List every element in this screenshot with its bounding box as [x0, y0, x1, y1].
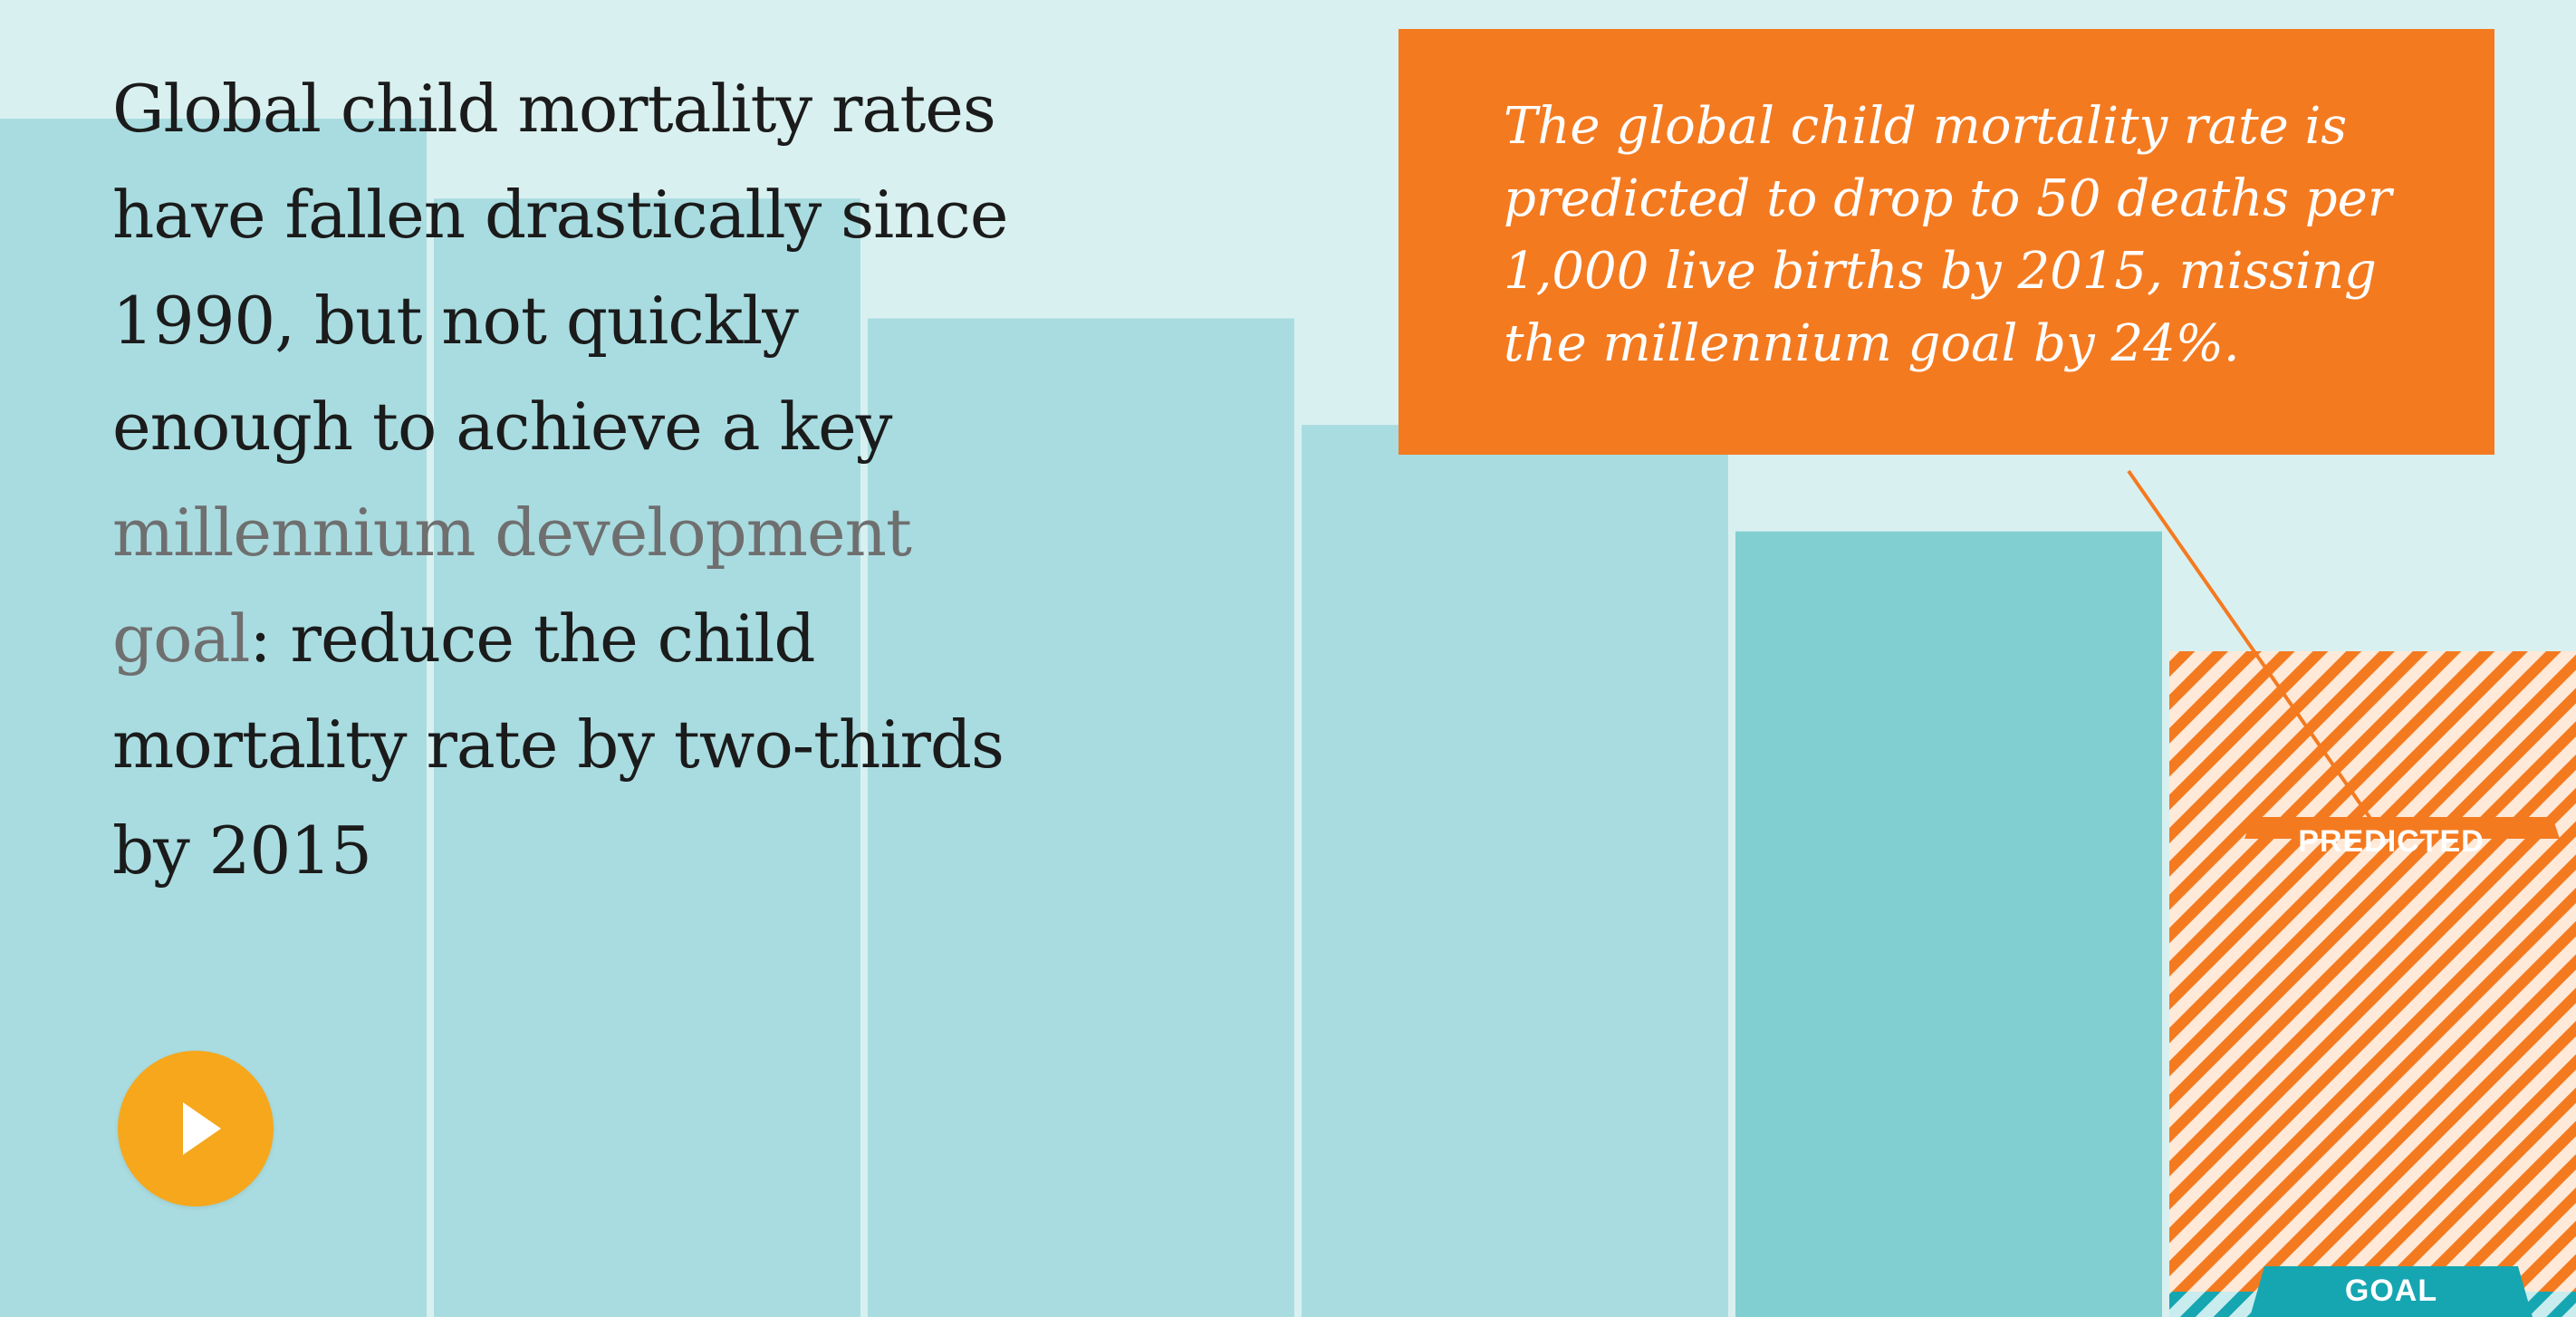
mortality-bar-2 [434, 198, 860, 1317]
predicted-bar [2169, 651, 2576, 1317]
callout-text: The global child mortality rate is predi… [1504, 97, 2392, 373]
callout-pointer-line [2127, 469, 2373, 822]
headline-text-start: Global child mortality rates have fallen… [112, 71, 1008, 465]
mortality-bar-4 [1302, 425, 1728, 1317]
mortality-bar-3 [868, 318, 1294, 1317]
millennium-goal-link[interactable]: millennium development goal [112, 495, 912, 677]
prediction-callout: The global child mortality rate is predi… [1399, 29, 2494, 455]
predicted-label: PREDICTED [2298, 824, 2484, 859]
goal-label-tab: GOAL [2250, 1266, 2533, 1317]
play-button[interactable] [118, 1051, 274, 1206]
headline: Global child mortality rates have fallen… [112, 56, 1036, 904]
mortality-bar-5 [1735, 531, 2162, 1317]
headline-text-end: : reduce the child mortality rate by two… [112, 601, 1004, 889]
goal-label: GOAL [2345, 1274, 2437, 1308]
overlay-layer: PREDICTED GOAL [2127, 469, 2560, 1317]
bars-layer [0, 119, 2576, 1317]
play-icon [183, 1102, 221, 1155]
predicted-label-tab: PREDICTED [2244, 817, 2560, 859]
